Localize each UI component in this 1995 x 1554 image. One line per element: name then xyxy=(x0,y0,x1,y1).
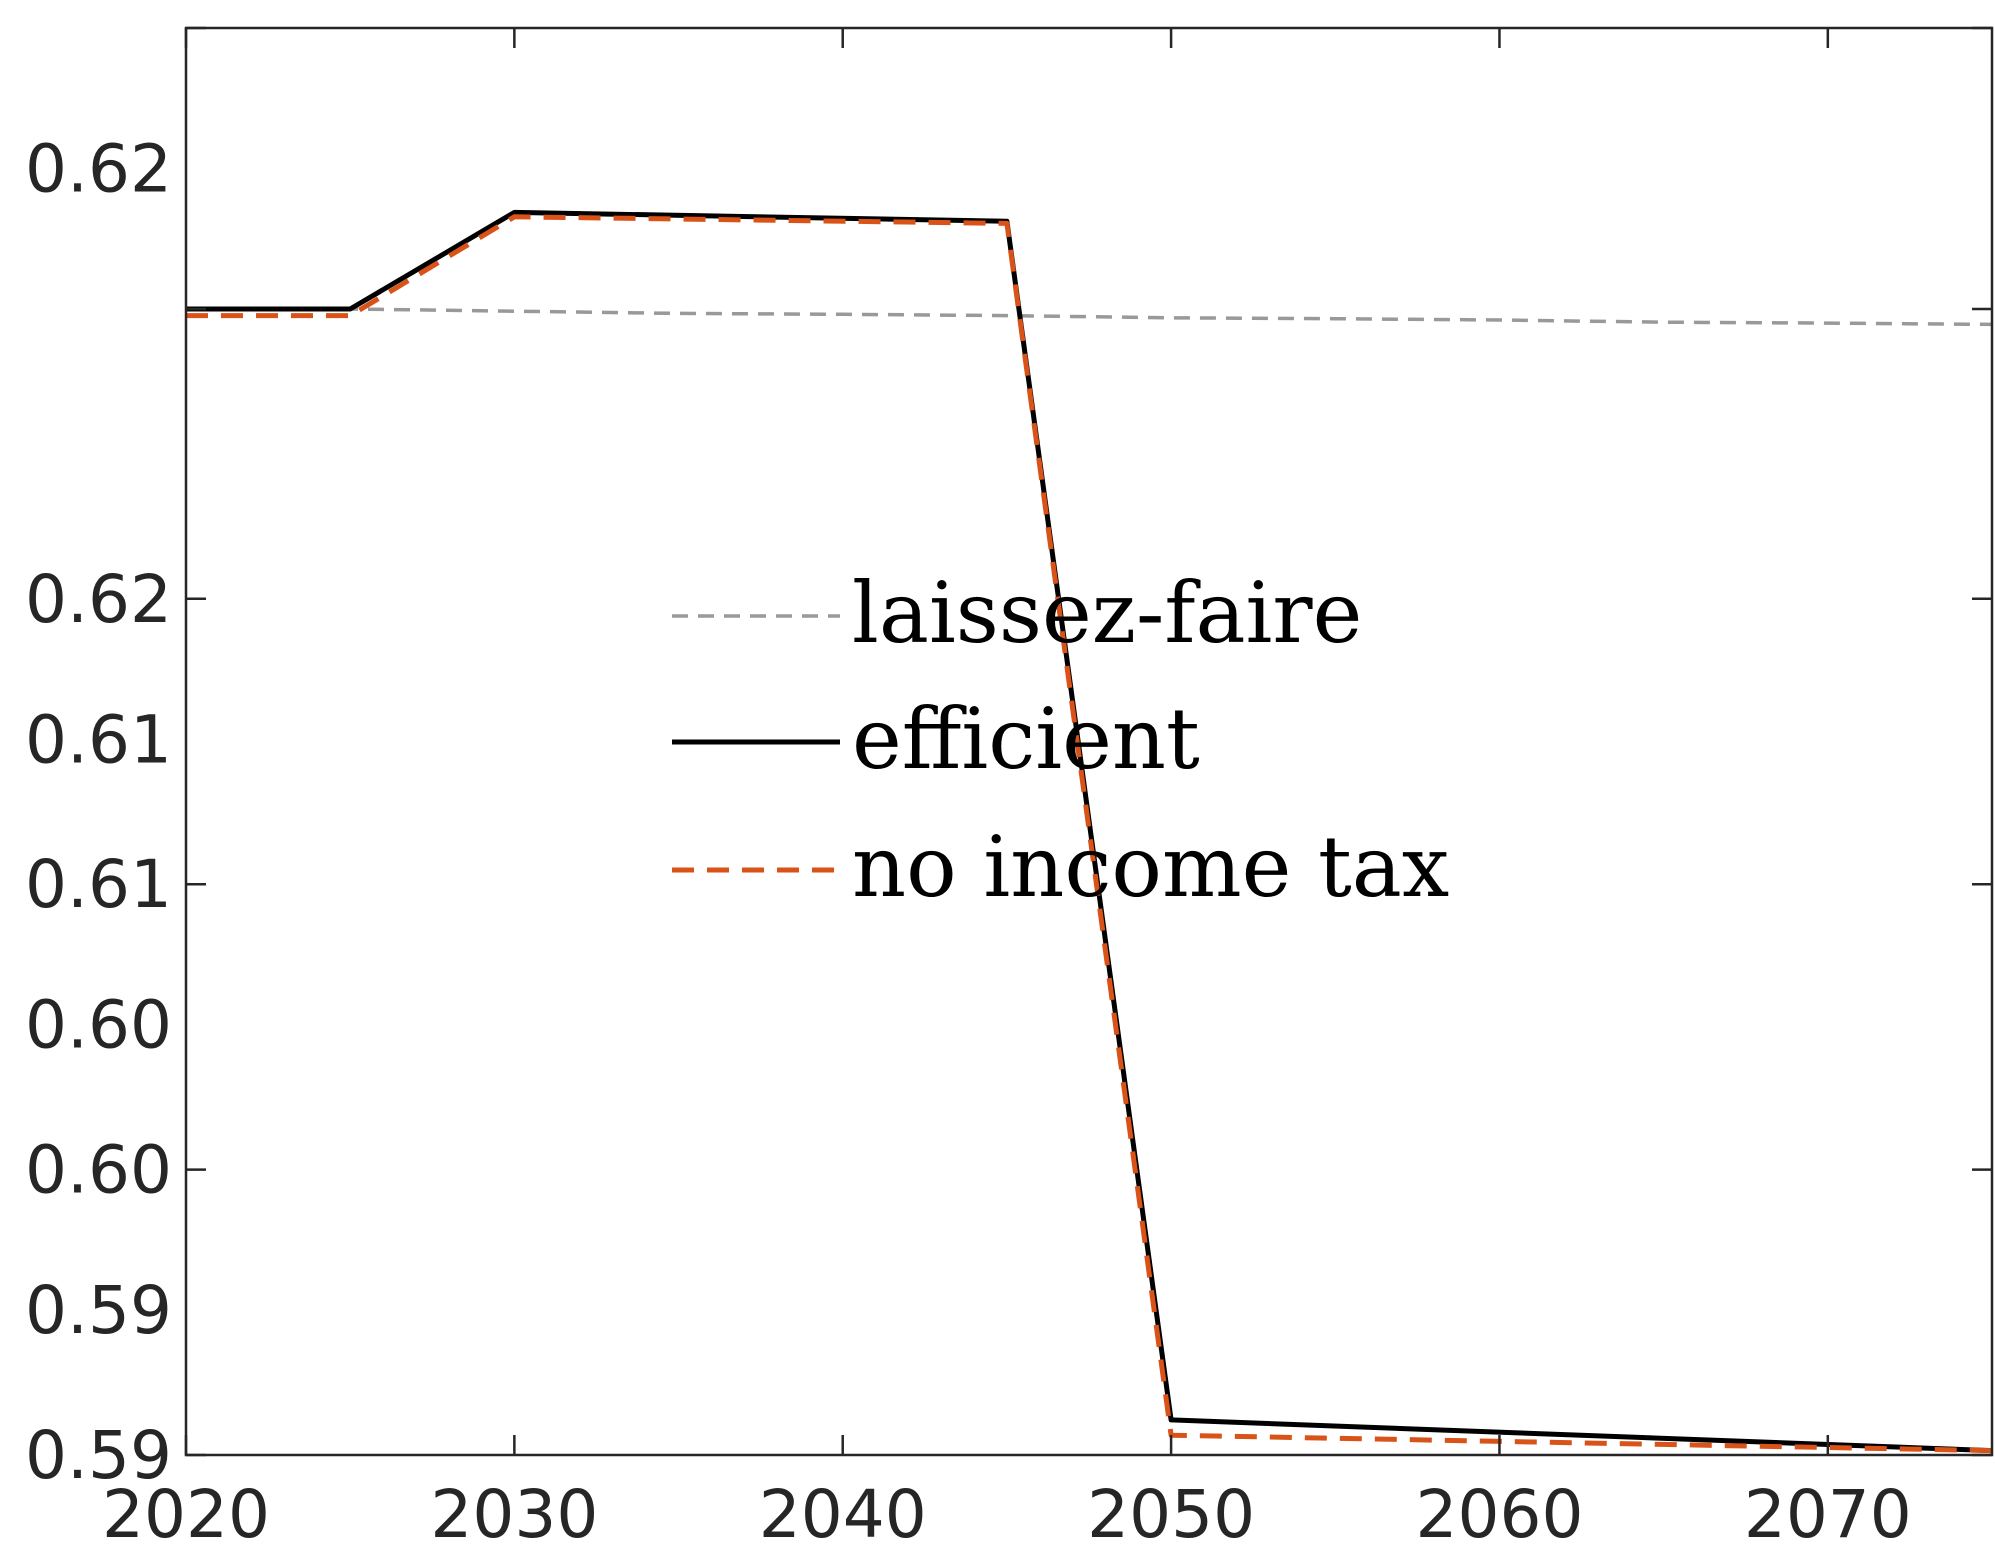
y-tick-label: 0.59 xyxy=(25,1272,172,1349)
y-tick-label: 0.62 xyxy=(25,131,172,208)
legend-label-no-income-tax: no income tax xyxy=(852,818,1449,916)
x-tick-label: 2050 xyxy=(1087,1476,1255,1553)
y-tick-label: 0.60 xyxy=(25,987,172,1064)
legend-label-laissez-faire: laissez-faire xyxy=(852,564,1362,662)
x-tick-label: 2040 xyxy=(759,1476,927,1553)
ticks-layer: 2020 2030 2040 2050 2060 2070 0.59 0.59 0.60 0.60… xyxy=(25,26,1992,1553)
x-tick-label: 2070 xyxy=(1744,1476,1912,1553)
y-tick-label: 0.59 xyxy=(25,1417,172,1494)
series-line-efficient xyxy=(186,209,1992,1454)
y-tick-label: 0.61 xyxy=(25,701,172,778)
x-tick-label: 2060 xyxy=(1415,1476,1583,1553)
y-tick-label: 0.60 xyxy=(25,1132,172,1209)
legend-label-efficient: efficient xyxy=(852,690,1200,788)
y-tick-label: 0.62 xyxy=(25,561,172,638)
series-layer xyxy=(186,209,1992,1454)
x-tick-label: 2030 xyxy=(430,1476,598,1553)
axes-box xyxy=(184,26,1994,1457)
x-tick-label: 2020 xyxy=(102,1476,270,1553)
y-tick-label: 0.61 xyxy=(25,846,172,923)
series-line-laissez-faire xyxy=(186,307,1992,327)
series-line-no-income-tax xyxy=(186,214,1992,1454)
legend: laissez-faire efficient no income tax xyxy=(672,564,1449,916)
axes-layer xyxy=(184,26,1994,1457)
